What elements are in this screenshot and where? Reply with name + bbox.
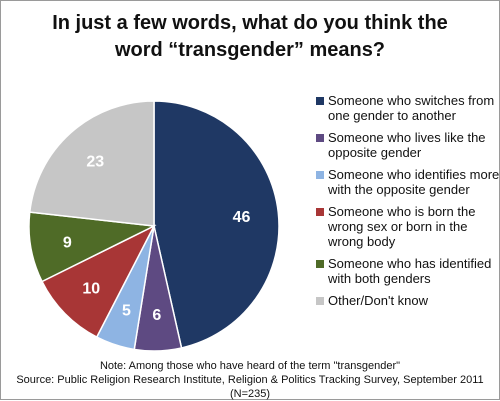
chart-title-line-2: word “transgender” means? (114, 39, 386, 61)
legend-swatch-5 (316, 260, 324, 268)
legend-item-3: Someone who identifies more with the opp… (316, 167, 500, 197)
legend-label-1: Someone who switches from one gender to … (328, 93, 495, 123)
slice-value-label-4: 10 (82, 281, 100, 298)
legend-swatch-2 (316, 134, 324, 142)
slice-value-label-1: 46 (233, 209, 251, 226)
chart-title: In just a few words, what do you think t… (0, 10, 500, 64)
legend-swatch-1 (316, 97, 324, 105)
slice-value-label-3: 5 (122, 303, 131, 320)
legend-label-4: Someone who is born the wrong sex or bor… (328, 204, 476, 249)
pie-slice-6 (28, 100, 155, 227)
legend-item-2: Someone who lives like the opposite gend… (316, 130, 500, 160)
legend-swatch-4 (316, 208, 324, 216)
legend: Someone who switches from one gender to … (316, 93, 500, 315)
legend-swatch-3 (316, 171, 324, 179)
legend-item-5: Someone who has identified with both gen… (316, 256, 500, 286)
legend-label-5: Someone who has identified with both gen… (328, 256, 492, 286)
legend-label-2: Someone who lives like the opposite gend… (328, 130, 486, 160)
pie-slice-4 (40, 224, 156, 339)
legend-item-6: Other/Don't know (316, 293, 500, 308)
legend-item-1: Someone who switches from one gender to … (316, 93, 500, 123)
slice-value-label-6: 23 (86, 153, 104, 170)
legend-swatch-6 (316, 297, 324, 305)
legend-label-3: Someone who identifies more with the opp… (328, 167, 500, 197)
slice-value-label-2: 6 (152, 307, 161, 324)
legend-label-6: Other/Don't know (328, 293, 429, 308)
pie-slice-1 (153, 100, 280, 349)
footnote: Note: Among those who have heard of the … (0, 359, 500, 401)
legend-item-4: Someone who is born the wrong sex or bor… (316, 204, 500, 249)
chart-title-line-1: In just a few words, what do you think t… (52, 12, 448, 34)
footnote-note: Note: Among those who have heard of the … (99, 360, 401, 372)
slice-value-label-5: 9 (63, 234, 72, 251)
footnote-source: Source: Public Religion Research Institu… (16, 374, 484, 400)
